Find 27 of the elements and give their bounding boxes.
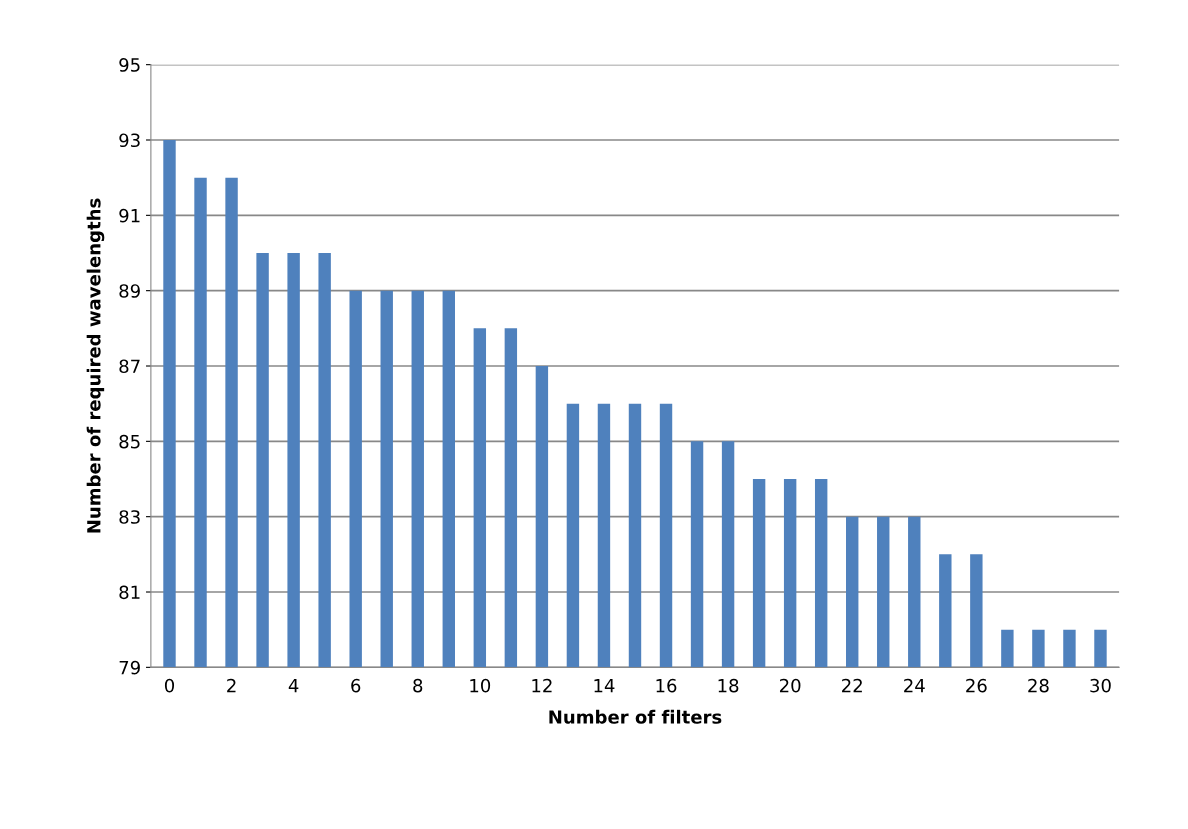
x-tick-label: 10 [470,678,491,693]
x-tick-label: 24 [904,678,925,693]
x-tick-label: 20 [779,678,801,693]
y-tick-label: 83 [119,510,140,524]
x-tick-label: 26 [966,678,987,693]
y-axis-title: Number of required wavelengths [86,198,105,533]
y-tick-label: 79 [119,660,140,675]
y-tick-label: 87 [119,359,140,374]
x-tick-label: 0 [164,678,175,693]
x-tick-label: 18 [718,678,739,693]
x-tick-label: 12 [532,678,552,693]
x-tick-label: 22 [842,678,862,693]
x-tick-label: 16 [656,678,677,693]
x-tick-label: 28 [1028,678,1049,693]
y-tick-label: 91 [119,208,140,223]
y-tick-label: 81 [119,585,140,600]
y-tick-label: 89 [119,284,140,298]
y-tick-label: 93 [119,133,140,148]
x-axis-title: Number of filters [549,709,722,724]
y-tick-label: 95 [119,58,140,72]
x-tick-label: 6 [351,678,361,693]
x-tick-label: 30 [1090,678,1111,693]
x-tick-label: 14 [594,679,615,693]
y-tick-label: 85 [119,434,140,449]
x-tick-label: 8 [413,678,423,693]
x-tick-label: 4 [288,679,299,693]
x-tick-label: 2 [227,678,236,693]
